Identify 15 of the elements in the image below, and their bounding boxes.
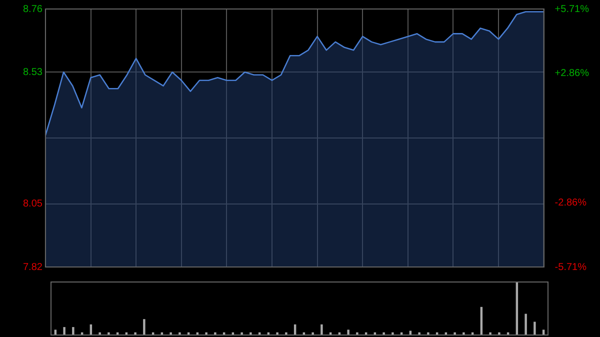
y-tick-label: 8.76 <box>22 4 43 15</box>
bar <box>524 314 527 335</box>
bar <box>72 327 74 335</box>
bar <box>347 330 350 335</box>
y-tick-label: 8.05 <box>22 198 43 210</box>
y-tick-label: 7.82 <box>22 262 43 273</box>
y2-tick-label: +5.71% <box>554 4 590 15</box>
bar <box>534 322 536 335</box>
bar <box>143 319 146 335</box>
bar <box>63 327 66 335</box>
bar <box>320 324 323 335</box>
y2-tick-label: -5.71% <box>554 262 587 273</box>
y2-tick-label: -2.86% <box>554 197 587 208</box>
y2-tick-label: +2.86% <box>554 68 590 80</box>
y-tick-label: 8.53 <box>22 66 43 78</box>
